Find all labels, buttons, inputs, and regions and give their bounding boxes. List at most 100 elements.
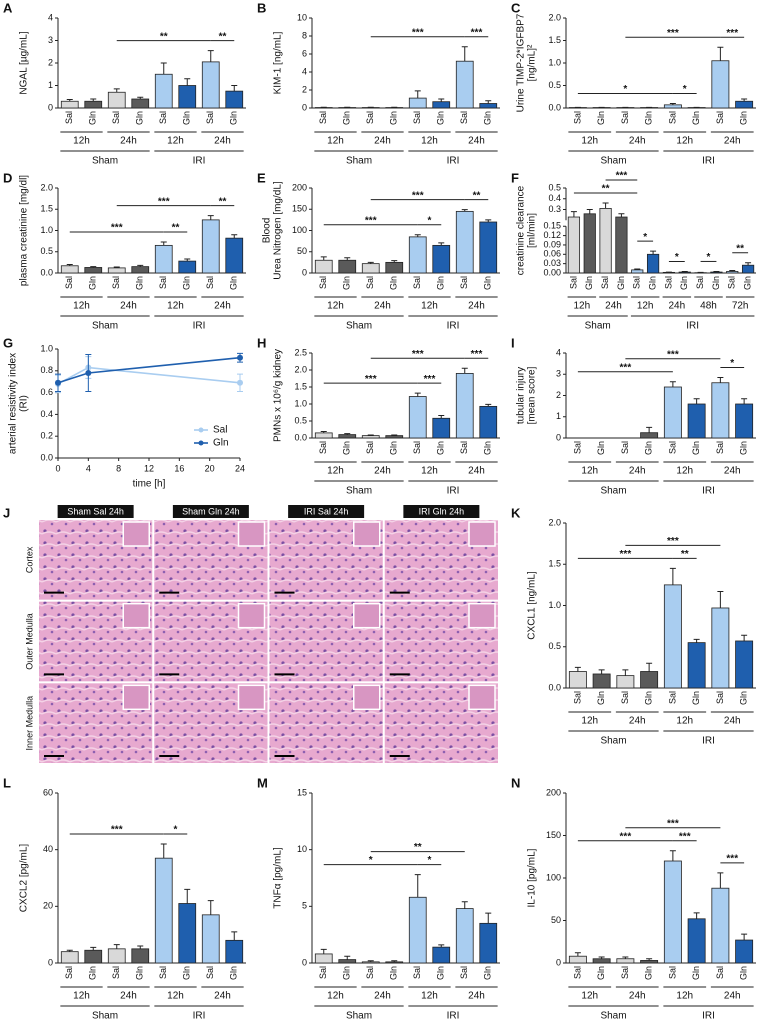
panel-letter: H xyxy=(257,335,266,350)
y-tick-label: 3 xyxy=(556,369,561,379)
x-tick-label: Gln xyxy=(739,111,749,125)
bar xyxy=(361,263,380,274)
bar xyxy=(616,958,635,964)
time-label: 24h xyxy=(629,466,646,477)
bar xyxy=(663,386,682,439)
x-tick-label: Gln xyxy=(135,111,145,125)
x-tick-label: Gln xyxy=(389,276,399,290)
x-tick-label: Gln xyxy=(711,276,721,290)
error-bar xyxy=(137,945,144,949)
x-tick-label: Sal xyxy=(158,966,168,979)
error-bar xyxy=(693,398,700,404)
error-bar xyxy=(602,202,609,209)
x-tick-label: Sal xyxy=(620,691,630,704)
y-axis-label: (RI) xyxy=(19,395,30,412)
bar xyxy=(201,914,220,964)
error-bar xyxy=(646,958,653,961)
error-bar xyxy=(717,46,724,61)
significance-label: *** xyxy=(471,349,483,360)
time-label: 12h xyxy=(421,301,438,312)
significance-label: ** xyxy=(219,196,227,207)
micrograph-inset xyxy=(353,521,381,547)
micrograph-inset xyxy=(468,684,496,711)
error-bar xyxy=(414,392,421,397)
error-bar xyxy=(485,100,492,104)
time-label: 12h xyxy=(676,136,693,147)
error-bar xyxy=(231,234,238,239)
bar xyxy=(178,85,197,109)
x-tick-label: Sal xyxy=(572,691,582,704)
time-label: 24h xyxy=(724,991,741,1002)
significance-label: ** xyxy=(602,184,610,195)
significance-label: *** xyxy=(667,349,679,360)
error-bar xyxy=(693,912,700,919)
bar xyxy=(678,271,691,274)
error-bar xyxy=(745,262,752,266)
x-tick-label: Gln xyxy=(182,111,192,125)
significance-label: *** xyxy=(620,831,632,842)
bar xyxy=(432,417,451,439)
group-label: Sham xyxy=(92,156,118,167)
significance-label: * xyxy=(623,84,627,95)
time-label: 12h xyxy=(573,301,590,312)
x-tick-label: Gln xyxy=(229,276,239,290)
x-tick-label: 12 xyxy=(144,463,154,473)
bar xyxy=(201,61,220,109)
error-bar xyxy=(414,874,421,898)
time-label: 12h xyxy=(73,991,90,1002)
error-bar xyxy=(574,952,581,957)
bar xyxy=(338,959,357,964)
error-bar xyxy=(414,234,421,237)
bar xyxy=(735,640,754,689)
group-label: Sham xyxy=(600,156,626,167)
y-tick-label: 0.4 xyxy=(40,409,53,419)
x-tick-label: 0 xyxy=(55,463,60,473)
time-label: 24h xyxy=(468,991,485,1002)
time-label: 24h xyxy=(629,716,646,727)
group-label: IRI xyxy=(193,1011,206,1022)
x-tick-label: Gln xyxy=(88,276,98,290)
significance-label: *** xyxy=(111,825,123,836)
significance-label: *** xyxy=(667,818,679,829)
y-axis-label: arterial resistivity index xyxy=(8,353,19,454)
column-header: Sham Sal 24h xyxy=(67,506,124,516)
x-tick-label: Sal xyxy=(64,966,74,979)
x-tick-label: Sal xyxy=(459,441,469,454)
x-tick-label: Gln xyxy=(691,691,701,705)
x-tick-label: Sal xyxy=(459,966,469,979)
group-label: IRI xyxy=(447,486,460,497)
micrograph-inset xyxy=(353,602,381,629)
error-bar xyxy=(320,431,327,433)
x-tick-label: Gln xyxy=(483,966,493,980)
time-label: 24h xyxy=(120,136,137,147)
bar xyxy=(314,953,333,964)
group-label: Sham xyxy=(346,321,372,332)
bar xyxy=(107,948,126,964)
bar xyxy=(479,405,498,439)
bar xyxy=(432,946,451,964)
y-tick-label: 0 xyxy=(302,267,307,277)
error-bar xyxy=(729,270,736,272)
time-label: 12h xyxy=(581,136,598,147)
group-label: Sham xyxy=(92,1011,118,1022)
group-label: IRI xyxy=(702,1011,715,1022)
y-tick-label: 1.5 xyxy=(548,559,561,569)
x-tick-label: Sal xyxy=(620,966,630,979)
time-label: 72h xyxy=(732,301,749,312)
error-bar xyxy=(414,90,421,99)
error-bar xyxy=(586,209,593,214)
significance-label: *** xyxy=(667,536,679,547)
error-bar xyxy=(66,264,73,266)
time-label: 24h xyxy=(668,301,685,312)
y-tick-label: 1 xyxy=(48,80,53,90)
error-bar xyxy=(461,367,468,374)
y-tick-label: 0.15 xyxy=(543,221,561,231)
group-label: Sham xyxy=(346,1011,372,1022)
error-bar xyxy=(367,434,374,436)
x-tick-label: 16 xyxy=(174,463,184,473)
bar xyxy=(84,100,103,109)
significance-label: *** xyxy=(158,196,170,207)
y-tick-label: 100 xyxy=(546,872,561,882)
y-tick-label: 6 xyxy=(302,48,307,58)
x-tick-label: Gln xyxy=(739,441,749,455)
